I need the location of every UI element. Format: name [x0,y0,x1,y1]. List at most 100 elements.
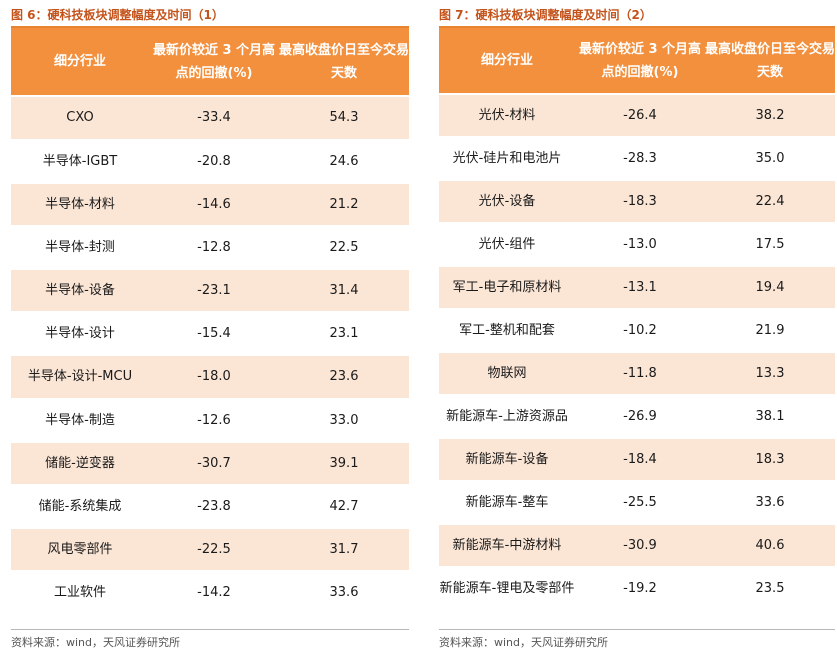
drawdown-cell: -12.6 [149,398,279,442]
drawdown-cell: -33.4 [149,95,279,140]
drawdown-cell: -30.7 [149,441,279,485]
drawdown-cell: -23.1 [149,268,279,312]
trading-days-cell: 22.5 [279,225,409,269]
trading-days-cell: 54.3 [279,95,409,140]
trading-days-cell: 17.5 [705,222,835,266]
table-row: CXO -33.4 54.3 [11,95,409,140]
trading-days-cell: 21.9 [705,308,835,352]
trading-days-cell: 24.6 [279,139,409,183]
table-row: 新能源车-锂电及零部件 -19.2 23.5 [439,566,835,610]
industry-cell: 储能-系统集成 [11,484,149,528]
trading-days-cell: 33.6 [279,570,409,614]
figure-7-table-body: 光伏-材料 -26.4 38.2 光伏-硅片和电池片 -28.3 35.0 光伏-设备 -18… [439,93,835,610]
industry-cell: 新能源车-锂电及零部件 [439,566,575,610]
trading-days-cell: 31.4 [279,268,409,312]
drawdown-cell: -14.2 [149,570,279,614]
table-row: 光伏-设备 -18.3 22.4 [439,179,835,223]
table-row: 储能-系统集成 -23.8 42.7 [11,484,409,528]
industry-cell: 新能源车-整车 [439,480,575,524]
drawdown-cell: -30.9 [575,523,705,567]
table-row: 物联网 -11.8 13.3 [439,351,835,395]
drawdown-cell: -26.9 [575,394,705,438]
industry-cell: 半导体-设计-MCU [11,354,149,399]
industry-cell: 储能-逆变器 [11,441,149,485]
table-row: 新能源车-上游资源品 -26.9 38.1 [439,394,835,438]
drawdown-cell: -18.4 [575,437,705,481]
industry-cell: 风电零部件 [11,527,149,571]
industry-cell: 物联网 [439,351,575,395]
header-row: 细分行业 最新价较近 3 个月高点的回撤(%) 最高收盘价日至今交易天数 [439,28,835,94]
figure-7-top-rule [439,26,835,28]
trading-days-cell: 42.7 [279,484,409,528]
industry-cell: 光伏-材料 [439,93,575,137]
table-row: 半导体-设计 -15.4 23.1 [11,311,409,355]
header-trading-days: 最高收盘价日至今交易天数 [705,28,835,94]
drawdown-cell: -15.4 [149,311,279,355]
trading-days-cell: 35.0 [705,136,835,180]
industry-cell: 半导体-设计 [11,311,149,355]
industry-cell: 新能源车-设备 [439,437,575,481]
header-industry: 细分行业 [439,28,575,94]
figure-7-bottom-rule [439,629,835,630]
table-row: 风电零部件 -22.5 31.7 [11,527,409,571]
trading-days-cell: 13.3 [705,351,835,395]
industry-cell: 新能源车-中游材料 [439,523,575,567]
drawdown-cell: -18.3 [575,179,705,223]
figure-6-table: 细分行业 最新价较近 3 个月高点的回撤(%) 最高收盘价日至今交易天数 CXO… [11,28,409,614]
trading-days-cell: 22.4 [705,179,835,223]
trading-days-cell: 40.6 [705,523,835,567]
table-row: 光伏-材料 -26.4 38.2 [439,93,835,137]
trading-days-cell: 23.6 [279,354,409,399]
industry-cell: CXO [11,95,149,140]
industry-cell: 工业软件 [11,570,149,614]
trading-days-cell: 33.0 [279,398,409,442]
industry-cell: 光伏-硅片和电池片 [439,136,575,180]
industry-cell: 半导体-IGBT [11,139,149,183]
table-row: 军工-电子和原材料 -13.1 19.4 [439,265,835,309]
industry-cell: 军工-整机和配套 [439,308,575,352]
drawdown-cell: -25.5 [575,480,705,524]
drawdown-cell: -14.6 [149,182,279,226]
table-row: 半导体-IGBT -20.8 24.6 [11,139,409,183]
table-row: 半导体-设备 -23.1 31.4 [11,268,409,312]
industry-cell: 军工-电子和原材料 [439,265,575,309]
trading-days-cell: 23.5 [705,566,835,610]
header-row: 细分行业 最新价较近 3 个月高点的回撤(%) 最高收盘价日至今交易天数 [11,28,409,96]
industry-cell: 光伏-组件 [439,222,575,266]
drawdown-cell: -20.8 [149,139,279,183]
header-drawdown: 最新价较近 3 个月高点的回撤(%) [149,28,279,96]
drawdown-cell: -13.0 [575,222,705,266]
drawdown-cell: -22.5 [149,527,279,571]
industry-cell: 半导体-设备 [11,268,149,312]
table-row: 储能-逆变器 -30.7 39.1 [11,441,409,485]
drawdown-cell: -18.0 [149,354,279,399]
table-row: 半导体-设计-MCU -18.0 23.6 [11,354,409,399]
trading-days-cell: 23.1 [279,311,409,355]
header-trading-days: 最高收盘价日至今交易天数 [279,28,409,96]
table-row: 半导体-封测 -12.8 22.5 [11,225,409,269]
drawdown-cell: -28.3 [575,136,705,180]
table-row: 新能源车-中游材料 -30.9 40.6 [439,523,835,567]
industry-cell: 光伏-设备 [439,179,575,223]
trading-days-cell: 38.1 [705,394,835,438]
trading-days-cell: 21.2 [279,182,409,226]
table-row: 新能源车-设备 -18.4 18.3 [439,437,835,481]
trading-days-cell: 39.1 [279,441,409,485]
trading-days-cell: 18.3 [705,437,835,481]
drawdown-cell: -12.8 [149,225,279,269]
table-row: 光伏-组件 -13.0 17.5 [439,222,835,266]
industry-cell: 半导体-封测 [11,225,149,269]
trading-days-cell: 31.7 [279,527,409,571]
table-row: 工业软件 -14.2 33.6 [11,570,409,614]
industry-cell: 半导体-制造 [11,398,149,442]
drawdown-cell: -23.8 [149,484,279,528]
drawdown-cell: -26.4 [575,93,705,137]
table-row: 新能源车-整车 -25.5 33.6 [439,480,835,524]
figure-7-title: 图 7：硬科技板块调整幅度及时间（2） [439,8,652,22]
industry-cell: 半导体-材料 [11,182,149,226]
drawdown-cell: -11.8 [575,351,705,395]
figure-7-source: 资料来源：wind，天风证券研究所 [439,636,609,649]
header-industry: 细分行业 [11,28,149,96]
table-row: 光伏-硅片和电池片 -28.3 35.0 [439,136,835,180]
industry-cell: 新能源车-上游资源品 [439,394,575,438]
